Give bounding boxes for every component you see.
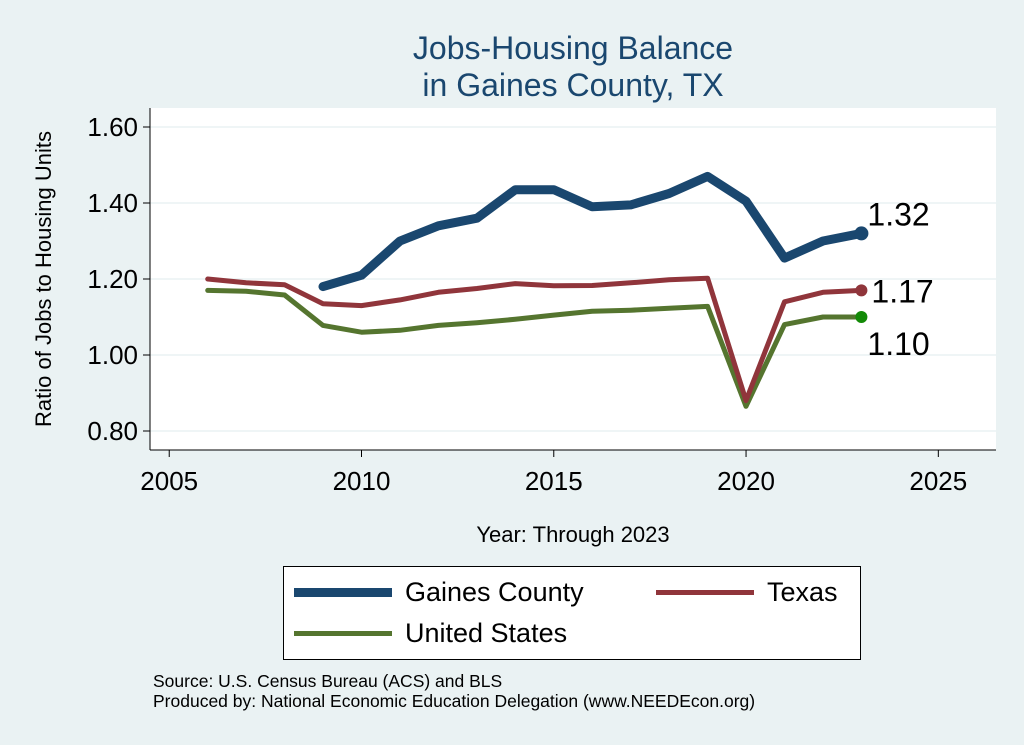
chart-title-line-2: in Gaines County, TX [422, 67, 724, 103]
series-lines [205, 171, 869, 409]
y-tick-label: 0.80 [87, 416, 138, 446]
x-tick-label: 2010 [333, 466, 391, 496]
legend-item-gaines-county: Gaines County [294, 577, 584, 608]
chart-title-line-1: Jobs-Housing Balance [412, 30, 734, 66]
series-line-texas [205, 275, 864, 404]
end-point-gaines-county [854, 226, 869, 241]
end-label-texas: 1.17 [871, 273, 933, 309]
source-line: Source: U.S. Census Bureau (ACS) and BLS [153, 671, 503, 691]
legend-swatch-gaines-county [294, 588, 392, 597]
x-tick-label: 2005 [140, 466, 198, 496]
end-point-united-states [855, 311, 868, 323]
legend-item-united-states: United States [294, 618, 567, 649]
legend-swatch-united-states [294, 631, 392, 636]
axes: 0.80 1.00 1.20 1.40 1.60 2005 2010 2015 2020 2025 [87, 108, 996, 496]
end-point-texas [855, 284, 868, 297]
x-axis-label: Year: Through 2023 [476, 522, 670, 547]
end-labels: 1.32 1.17 1.10 [867, 196, 933, 362]
series-line-united-states [205, 287, 864, 409]
y-tick-label: 1.20 [87, 264, 138, 294]
y-tick-label: 1.00 [87, 340, 138, 370]
legend: Gaines County Texas United States [283, 566, 861, 660]
end-label-united-states: 1.10 [867, 326, 929, 362]
y-tick-label: 1.40 [87, 188, 138, 218]
chart-title: Jobs-Housing Balance in Gaines County, T… [150, 30, 996, 104]
source-note: Source: U.S. Census Bureau (ACS) and BLS… [153, 671, 755, 711]
legend-label-gaines-county: Gaines County [405, 577, 584, 607]
end-label-gaines-county: 1.32 [867, 196, 929, 232]
legend-swatch-texas [656, 590, 754, 595]
x-tick-label: 2015 [525, 466, 583, 496]
legend-item-texas: Texas [656, 577, 838, 608]
legend-label-texas: Texas [767, 577, 838, 607]
y-tick-label: 1.60 [87, 112, 138, 142]
series-line-gaines-county [318, 171, 866, 292]
legend-label-united-states: United States [405, 618, 568, 648]
produced-by-line: Produced by: National Economic Education… [153, 691, 756, 711]
x-tick-label: 2025 [909, 466, 967, 496]
x-tick-label: 2020 [717, 466, 775, 496]
y-axis-label: Ratio of Jobs to Housing Units [31, 131, 56, 427]
